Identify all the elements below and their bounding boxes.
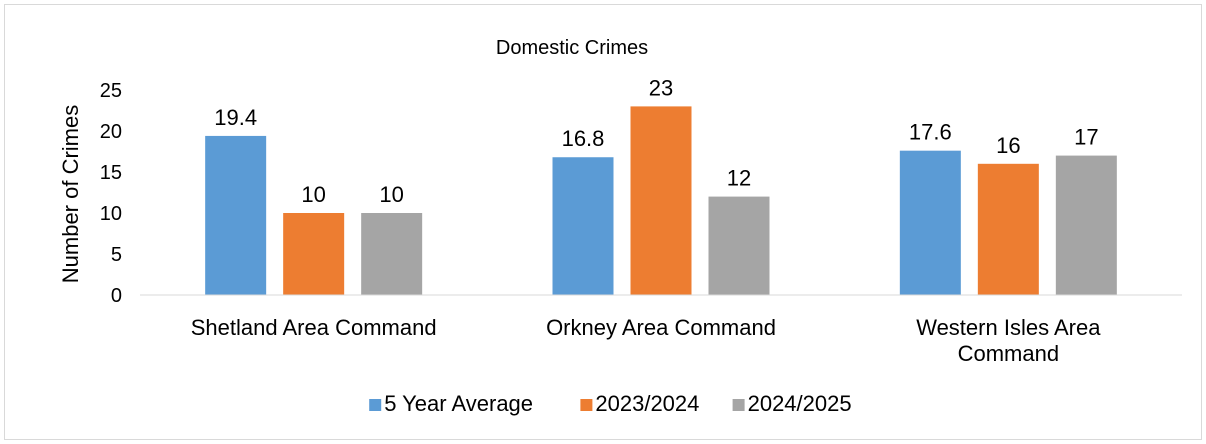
bar-groups: 19.4 10 10 16.8 23 12 17.6 16 17 [205, 75, 1117, 296]
bar-2024-2025-2 [708, 196, 770, 295]
data-label-5-year-average-3: 17.6 [909, 120, 952, 145]
data-label-2024-2025-1: 10 [379, 182, 403, 207]
legend-label-2024-2025: 2024/2025 [748, 391, 852, 416]
category-labels: Shetland Area Command Orkney Area Command… [191, 315, 1101, 366]
bar-5-year-average-1 [205, 135, 267, 295]
data-label-2023-2024-2: 23 [649, 75, 673, 100]
y-tick-label: 20 [100, 121, 122, 143]
category-label-3: Western Isles Area Command [916, 315, 1101, 366]
chart-title: Domestic Crimes [496, 37, 648, 59]
y-axis-title: Number of Crimes [58, 105, 83, 283]
bar-2023-2024-3 [977, 163, 1039, 295]
category-label-line: Shetland Area Command [191, 315, 437, 340]
legend-swatch-5-year-average [369, 399, 382, 411]
data-label-2023-2024-3: 16 [996, 133, 1020, 158]
legend-label-2023-2024: 2023/2024 [595, 391, 699, 416]
bar-2023-2024-1 [283, 213, 345, 295]
data-label-2024-2025-2: 12 [727, 166, 751, 191]
legend: 5 Year Average 2023/2024 2024/2025 [369, 391, 852, 416]
data-label-5-year-average-1: 19.4 [214, 105, 257, 130]
y-tick-label: 15 [100, 162, 122, 184]
category-label-1: Shetland Area Command [191, 315, 437, 340]
y-tick-label: 25 [100, 80, 122, 102]
data-label-2023-2024-1: 10 [301, 182, 325, 207]
category-label-line: Command [958, 341, 1059, 366]
y-tick-label: 0 [111, 285, 122, 307]
legend-swatch-2023-2024 [580, 399, 593, 411]
category-label-line: Orkney Area Command [546, 315, 776, 340]
legend-label-5-year-average: 5 Year Average [384, 391, 533, 416]
y-axis-ticks: 0 5 10 15 20 25 [100, 80, 122, 307]
bar-2024-2025-1 [361, 213, 423, 295]
bar-5-year-average-3 [899, 150, 961, 295]
bar-5-year-average-2 [552, 157, 614, 295]
category-label-2: Orkney Area Command [546, 315, 776, 340]
y-tick-label: 5 [111, 244, 122, 266]
data-label-2024-2025-3: 17 [1074, 125, 1098, 150]
bar-2024-2025-3 [1055, 155, 1117, 295]
bar-2023-2024-2 [630, 106, 692, 296]
category-label-line: Western Isles Area [916, 315, 1101, 340]
legend-swatch-2024-2025 [732, 399, 745, 411]
data-label-5-year-average-2: 16.8 [562, 126, 605, 151]
y-tick-label: 10 [100, 203, 122, 225]
